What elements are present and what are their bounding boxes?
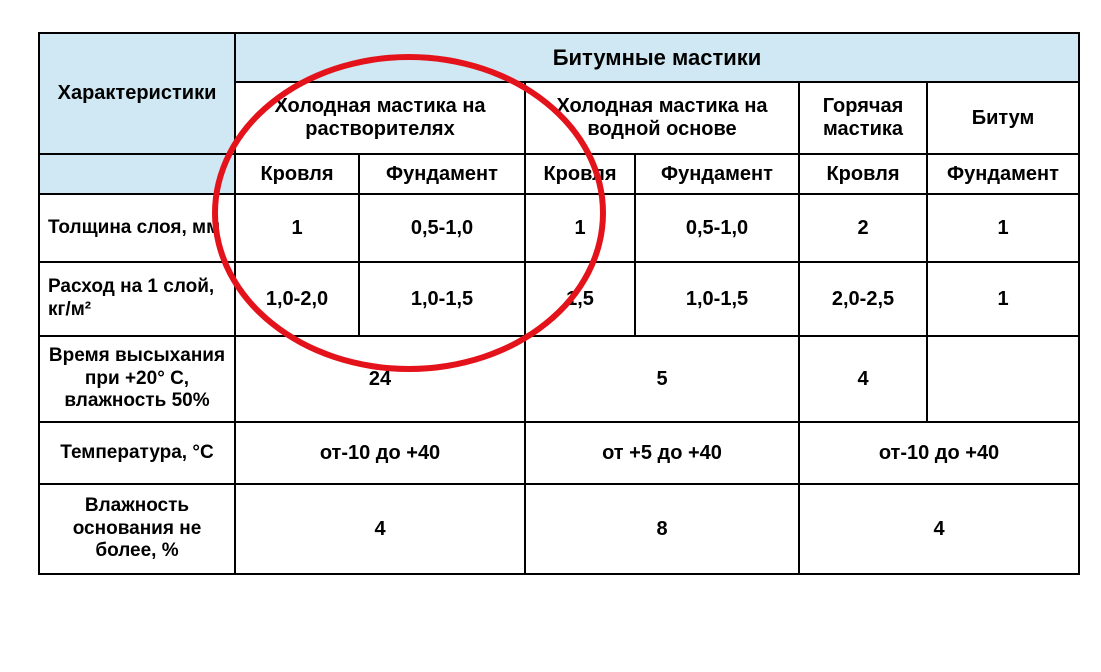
cell: 2: [799, 194, 927, 262]
cell: 8: [525, 484, 799, 574]
cell: 24: [235, 336, 525, 422]
subheader-foundation-2: Фундамент: [635, 154, 799, 194]
header-group-bitumen: Битум: [927, 82, 1079, 154]
header-group-hot: Горячая мастика: [799, 82, 927, 154]
cell: 4: [799, 484, 1079, 574]
header-row-1: Характеристики Битумные мастики: [39, 33, 1079, 82]
cell: 5: [525, 336, 799, 422]
cell: 2,0-2,5: [799, 262, 927, 336]
cell: 1: [927, 194, 1079, 262]
rowlabel-thickness: Толщина слоя, мм: [39, 194, 235, 262]
subheader-foundation-1: Фундамент: [359, 154, 525, 194]
subheader-roof-3: Кровля: [799, 154, 927, 194]
header-group-cold-solvent: Холодная мастика на растворителях: [235, 82, 525, 154]
cell: 1: [525, 194, 635, 262]
rowlabel-consumption: Расход на 1 слой, кг/м²: [39, 262, 235, 336]
row-temperature: Температура, °С от-10 до +40 от +5 до +4…: [39, 422, 1079, 484]
cell: 1,0-2,0: [235, 262, 359, 336]
header-row-3: Кровля Фундамент Кровля Фундамент Кровля…: [39, 154, 1079, 194]
subheader-foundation-3: Фундамент: [927, 154, 1079, 194]
cell: 1: [927, 262, 1079, 336]
bitumen-mastics-table: Характеристики Битумные мастики Холодная…: [38, 32, 1080, 575]
row-drying-time: Время высыхания при +20° С, влажность 50…: [39, 336, 1079, 422]
page: Характеристики Битумные мастики Холодная…: [0, 0, 1101, 672]
cell: от-10 до +40: [799, 422, 1079, 484]
cell: от-10 до +40: [235, 422, 525, 484]
header-blank: [39, 154, 235, 194]
rowlabel-temperature: Температура, °С: [39, 422, 235, 484]
cell: 0,5-1,0: [635, 194, 799, 262]
header-bitumen-mastics: Битумные мастики: [235, 33, 1079, 82]
cell: от +5 до +40: [525, 422, 799, 484]
row-humidity: Влажность основания не более, % 4 8 4: [39, 484, 1079, 574]
cell: 1: [235, 194, 359, 262]
rowlabel-drying-time: Время высыхания при +20° С, влажность 50…: [39, 336, 235, 422]
header-characteristics: Характеристики: [39, 33, 235, 154]
row-consumption: Расход на 1 слой, кг/м² 1,0-2,0 1,0-1,5 …: [39, 262, 1079, 336]
row-thickness: Толщина слоя, мм 1 0,5-1,0 1 0,5-1,0 2 1: [39, 194, 1079, 262]
cell: 1,0-1,5: [359, 262, 525, 336]
cell: 4: [799, 336, 927, 422]
cell: 1,5: [525, 262, 635, 336]
table-frame: Характеристики Битумные мастики Холодная…: [14, 8, 1087, 658]
header-group-cold-water: Холодная мастика на водной основе: [525, 82, 799, 154]
cell: 1,0-1,5: [635, 262, 799, 336]
rowlabel-humidity: Влажность основания не более, %: [39, 484, 235, 574]
subheader-roof-1: Кровля: [235, 154, 359, 194]
cell: 0,5-1,0: [359, 194, 525, 262]
cell: [927, 336, 1079, 422]
subheader-roof-2: Кровля: [525, 154, 635, 194]
cell: 4: [235, 484, 525, 574]
